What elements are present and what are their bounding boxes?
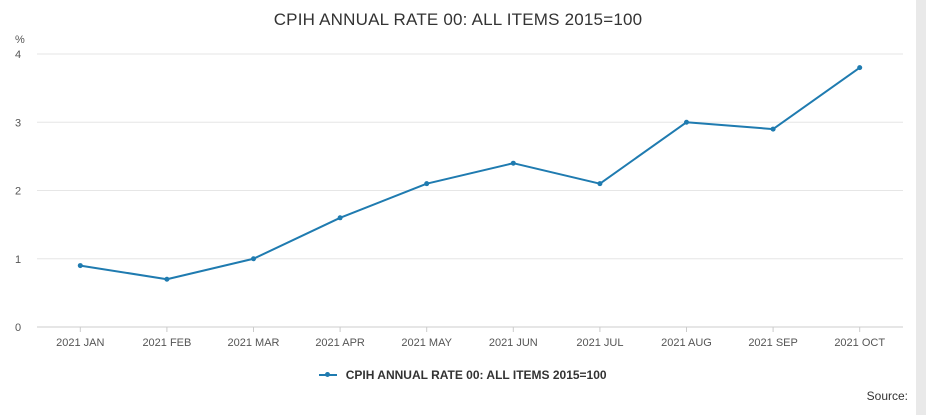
x-tick-label: 2021 OCT	[834, 337, 885, 349]
data-point[interactable]	[684, 119, 689, 125]
y-tick-label: 3	[15, 117, 21, 129]
data-point[interactable]	[597, 181, 603, 187]
x-tick-label: 2021 FEB	[142, 337, 191, 349]
y-tick-label: 0	[15, 322, 21, 334]
series-layer	[77, 65, 863, 282]
x-tick-label: 2021 MAR	[228, 337, 280, 349]
axes: 0 1 2 3 4 2021 JAN 2021 FEB 2021 MAR 2021 APR 202…	[15, 49, 885, 349]
y-tick-label: 4	[15, 49, 21, 61]
legend-label: CPIH ANNUAL RATE 00: ALL ITEMS 2015=100	[345, 368, 607, 382]
data-point[interactable]	[424, 181, 430, 187]
y-tick-label: 2	[15, 186, 21, 198]
legend[interactable]: CPIH ANNUAL RATE 00: ALL ITEMS 2015=100	[0, 368, 926, 382]
y-axis-unit-label: %	[15, 34, 25, 46]
data-point[interactable]	[77, 263, 83, 269]
x-tick-label: 2021 AUG	[661, 337, 712, 349]
x-tick-label: 2021 SEP	[748, 337, 798, 349]
data-point[interactable]	[510, 160, 516, 166]
chart-title: CPIH ANNUAL RATE 00: ALL ITEMS 2015=100	[273, 10, 643, 29]
data-point[interactable]	[337, 215, 343, 221]
source-label: Source:	[866, 389, 908, 403]
x-tick-label: 2021 JAN	[56, 337, 104, 349]
x-tick-label: 2021 APR	[315, 337, 365, 349]
data-point[interactable]	[857, 65, 863, 71]
data-point[interactable]	[164, 276, 170, 282]
x-tick-label: 2021 JUL	[576, 337, 623, 349]
data-point[interactable]	[770, 126, 776, 132]
y-tick-label: 1	[15, 254, 21, 266]
x-tick-label: 2021 MAY	[401, 337, 452, 349]
legend-swatch	[319, 371, 338, 377]
gridlines	[37, 53, 903, 328]
x-tick-label: 2021 JUN	[489, 337, 538, 349]
series-line[interactable]	[80, 66, 861, 281]
data-point[interactable]	[251, 256, 256, 262]
